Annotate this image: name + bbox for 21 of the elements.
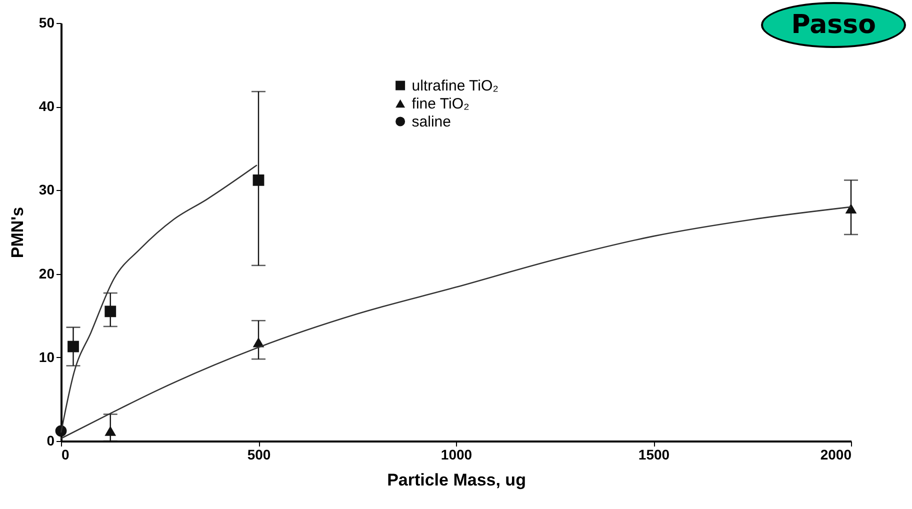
point [845, 204, 857, 214]
point [104, 306, 116, 318]
x-tick-label: 2000 [820, 446, 852, 462]
y-tick-label: 10 [38, 348, 55, 365]
y-tick-label: 50 [38, 14, 55, 30]
y-axis-title: PMN's [8, 206, 27, 258]
point [104, 426, 116, 436]
y-tick-label: 40 [38, 98, 55, 114]
y-tick-label: 30 [38, 182, 55, 198]
x-tick-label: 1500 [638, 446, 670, 462]
x-axis-title: Particle Mass, ug [387, 470, 526, 490]
y-tick-label: 0 [46, 432, 55, 448]
x-tick-label: 500 [247, 446, 271, 462]
point [68, 340, 79, 352]
legend-label: saline [412, 114, 452, 130]
x-tick-label: 1000 [440, 446, 472, 462]
x-tick-label: 0 [62, 446, 70, 462]
legend-label: ultrafine TiO₂ [412, 78, 499, 94]
y-tick-label: 20 [38, 265, 55, 282]
point [252, 174, 264, 186]
legend-label: fine TiO₂ [412, 96, 470, 112]
